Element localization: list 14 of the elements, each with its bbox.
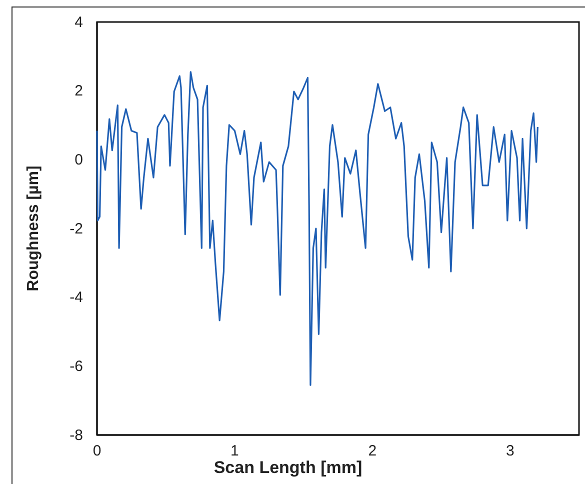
y-axis-title: Roughness [µm]	[25, 166, 42, 292]
y-tick-label: 2	[74, 82, 83, 100]
y-tick-label: -4	[70, 289, 83, 306]
line-series	[96, 71, 538, 386]
x-axis-title: Scan Length [mm]	[214, 458, 362, 477]
x-tick-label: 3	[506, 442, 514, 460]
y-tick-label: -8	[70, 426, 83, 444]
x-tick-label: 0	[92, 442, 102, 460]
x-tick-label: 1	[230, 442, 239, 460]
y-tick-label: -2	[70, 220, 83, 238]
y-tick-label: 0	[74, 151, 83, 168]
x-tick-label: 2	[368, 442, 377, 460]
y-tick-label: 4	[74, 14, 83, 31]
y-tick-label: -6	[70, 358, 83, 375]
